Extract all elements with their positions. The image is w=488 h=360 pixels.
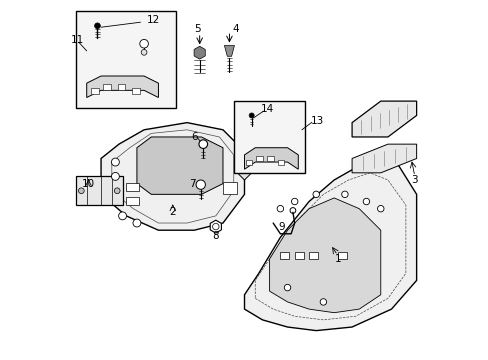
Bar — [256, 156, 262, 161]
Bar — [280, 252, 289, 259]
Bar — [294, 252, 303, 259]
Bar — [103, 84, 111, 90]
Text: 7: 7 — [189, 179, 196, 189]
Bar — [266, 156, 273, 161]
Circle shape — [363, 198, 369, 205]
Circle shape — [111, 158, 119, 166]
Polygon shape — [210, 220, 221, 233]
Bar — [308, 252, 317, 259]
Circle shape — [377, 206, 383, 212]
Circle shape — [141, 49, 147, 55]
Circle shape — [249, 113, 254, 118]
Bar — [126, 197, 139, 205]
Polygon shape — [351, 101, 416, 137]
Circle shape — [320, 299, 326, 305]
Bar — [223, 182, 237, 194]
Circle shape — [140, 40, 148, 48]
Text: 4: 4 — [232, 24, 238, 35]
Polygon shape — [237, 151, 251, 180]
Text: 6: 6 — [191, 132, 197, 142]
Polygon shape — [244, 158, 416, 330]
Text: 14: 14 — [261, 104, 274, 114]
Text: 3: 3 — [411, 175, 417, 185]
Circle shape — [341, 191, 347, 198]
Circle shape — [133, 219, 141, 227]
Circle shape — [199, 140, 207, 148]
Polygon shape — [244, 148, 298, 169]
Polygon shape — [137, 137, 223, 194]
Bar — [245, 160, 251, 165]
Text: 2: 2 — [169, 207, 176, 217]
Circle shape — [277, 206, 283, 212]
Polygon shape — [86, 76, 158, 98]
Circle shape — [284, 284, 290, 291]
Circle shape — [94, 23, 100, 29]
Bar — [132, 88, 140, 94]
Polygon shape — [351, 144, 416, 173]
Circle shape — [119, 212, 126, 220]
Bar — [337, 252, 346, 259]
Bar — [76, 12, 176, 108]
Polygon shape — [224, 45, 234, 56]
Bar — [90, 88, 99, 94]
Text: 13: 13 — [310, 116, 323, 126]
Circle shape — [78, 188, 84, 194]
Polygon shape — [194, 46, 205, 59]
Bar — [233, 101, 305, 173]
Bar — [277, 160, 284, 165]
Circle shape — [114, 188, 120, 194]
Bar — [126, 183, 139, 191]
Polygon shape — [76, 176, 122, 205]
Circle shape — [312, 191, 319, 198]
Text: 1: 1 — [334, 254, 340, 264]
Polygon shape — [269, 198, 380, 313]
Bar — [117, 84, 125, 90]
Text: 12: 12 — [146, 15, 160, 26]
Text: 11: 11 — [70, 35, 83, 45]
Text: 8: 8 — [211, 231, 218, 240]
Text: 5: 5 — [193, 24, 200, 35]
Circle shape — [196, 180, 205, 189]
Circle shape — [291, 198, 297, 205]
Text: 9: 9 — [278, 222, 285, 231]
Circle shape — [111, 172, 119, 180]
Text: 10: 10 — [82, 179, 95, 189]
Polygon shape — [101, 123, 244, 230]
